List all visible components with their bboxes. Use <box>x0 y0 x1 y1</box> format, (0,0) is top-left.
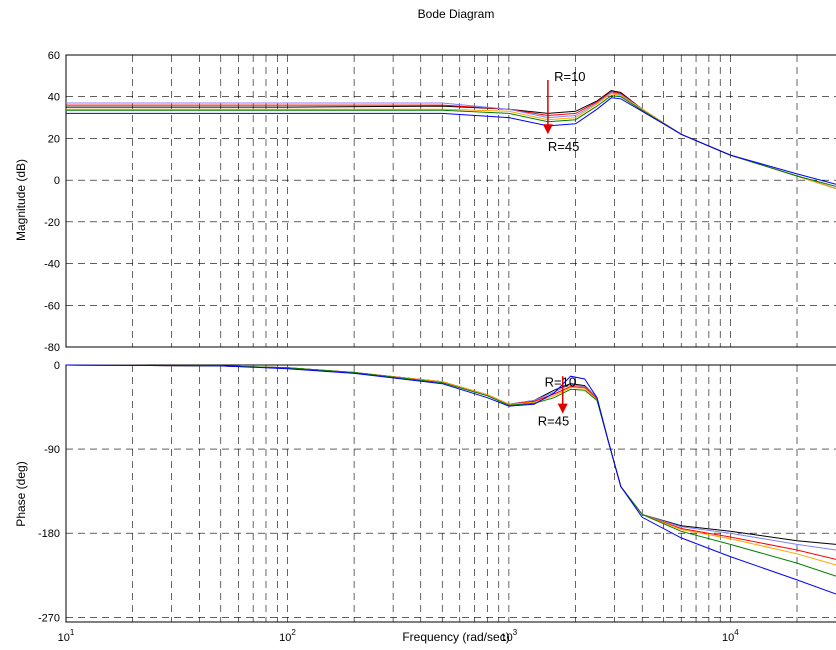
y-tick-label: 0 <box>54 175 60 187</box>
annotation-label: R=45 <box>538 414 569 429</box>
y-tick-label: -270 <box>38 612 60 624</box>
x-axis-label: Frequency (rad/sec) <box>402 630 509 644</box>
y-tick-label: 60 <box>48 50 60 62</box>
y-tick-label: -40 <box>44 259 60 271</box>
annotation-label: R=10 <box>554 69 585 84</box>
x-tick-label: 101 <box>58 628 75 644</box>
y-tick-label: 20 <box>48 133 60 145</box>
annotation-label: R=45 <box>548 139 579 154</box>
x-tick-label: 102 <box>279 628 296 644</box>
trend-arrow-head <box>557 403 568 414</box>
y-tick-label: 40 <box>48 92 60 104</box>
y-tick-label: -180 <box>38 528 60 540</box>
series-line <box>65 364 836 577</box>
annotation-label: R=10 <box>545 374 576 389</box>
magnitude-plot: 60 40 20 0 -20 -40 -60 -80 R=10 R=45 <box>44 50 836 354</box>
plot-frame <box>65 364 836 623</box>
chart-title: Bode Diagram <box>418 7 495 21</box>
y-tick-label: -90 <box>44 444 60 456</box>
trend-arrow-head <box>542 124 553 135</box>
series-line <box>65 364 836 595</box>
plot-frame <box>65 54 836 348</box>
magnitude-axis-label: Magnitude (dB) <box>14 159 28 241</box>
y-tick-label: -20 <box>44 217 60 229</box>
phase-axis-label: Phase (deg) <box>14 461 28 526</box>
x-tick-label: 104 <box>722 628 739 644</box>
y-tick-label: 0 <box>54 360 60 372</box>
y-tick-label: -60 <box>44 300 60 312</box>
y-tick-label: -80 <box>44 342 60 354</box>
series-line <box>66 97 836 185</box>
